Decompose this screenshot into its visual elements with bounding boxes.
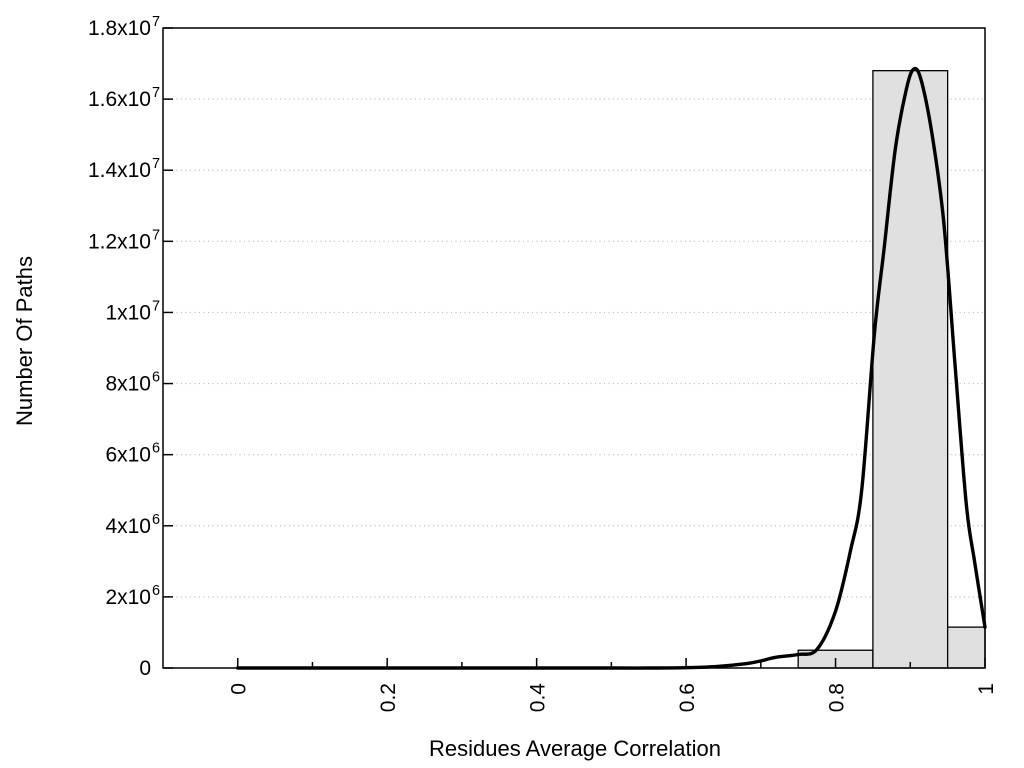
y-tick-label: 1.6x10	[88, 88, 151, 111]
y-tick-label: 4x10	[105, 515, 151, 538]
y-tick-exponent: 7	[152, 298, 160, 314]
y-tick-label: 0	[139, 657, 151, 680]
y-tick-exponent: 7	[152, 85, 160, 101]
x-tick-label: 0.2	[377, 683, 400, 712]
plot-frame	[162, 27, 986, 669]
y-tick-exponent: 7	[152, 227, 160, 243]
y-tick-label: 6x10	[105, 444, 151, 467]
y-tick-label: 1.8x10	[88, 17, 151, 40]
y-tick-label: 1x10	[105, 301, 151, 324]
y-tick-label: 8x10	[105, 373, 151, 396]
y-axis-title: Number Of Paths	[12, 256, 37, 426]
x-tick-label: 0.6	[676, 683, 699, 712]
y-tick-exponent: 7	[152, 156, 160, 172]
histogram-bar	[946, 626, 986, 669]
y-tick-label: 1.4x10	[88, 159, 151, 182]
y-tick-exponent: 7	[152, 14, 160, 30]
x-tick-label: 0.8	[826, 683, 849, 712]
y-tick-exponent: 6	[152, 583, 160, 599]
y-tick-label: 1.2x10	[88, 230, 151, 253]
x-tick-label: 0.4	[527, 683, 550, 713]
x-tick-label: 1	[975, 683, 998, 695]
y-tick-exponent: 6	[152, 441, 160, 457]
x-tick-label: 0	[228, 683, 251, 695]
x-axis-title: Residues Average Correlation	[429, 736, 721, 761]
y-tick-exponent: 6	[152, 370, 160, 386]
y-tick-exponent: 6	[152, 512, 160, 528]
y-tick-label: 2x10	[105, 586, 151, 609]
